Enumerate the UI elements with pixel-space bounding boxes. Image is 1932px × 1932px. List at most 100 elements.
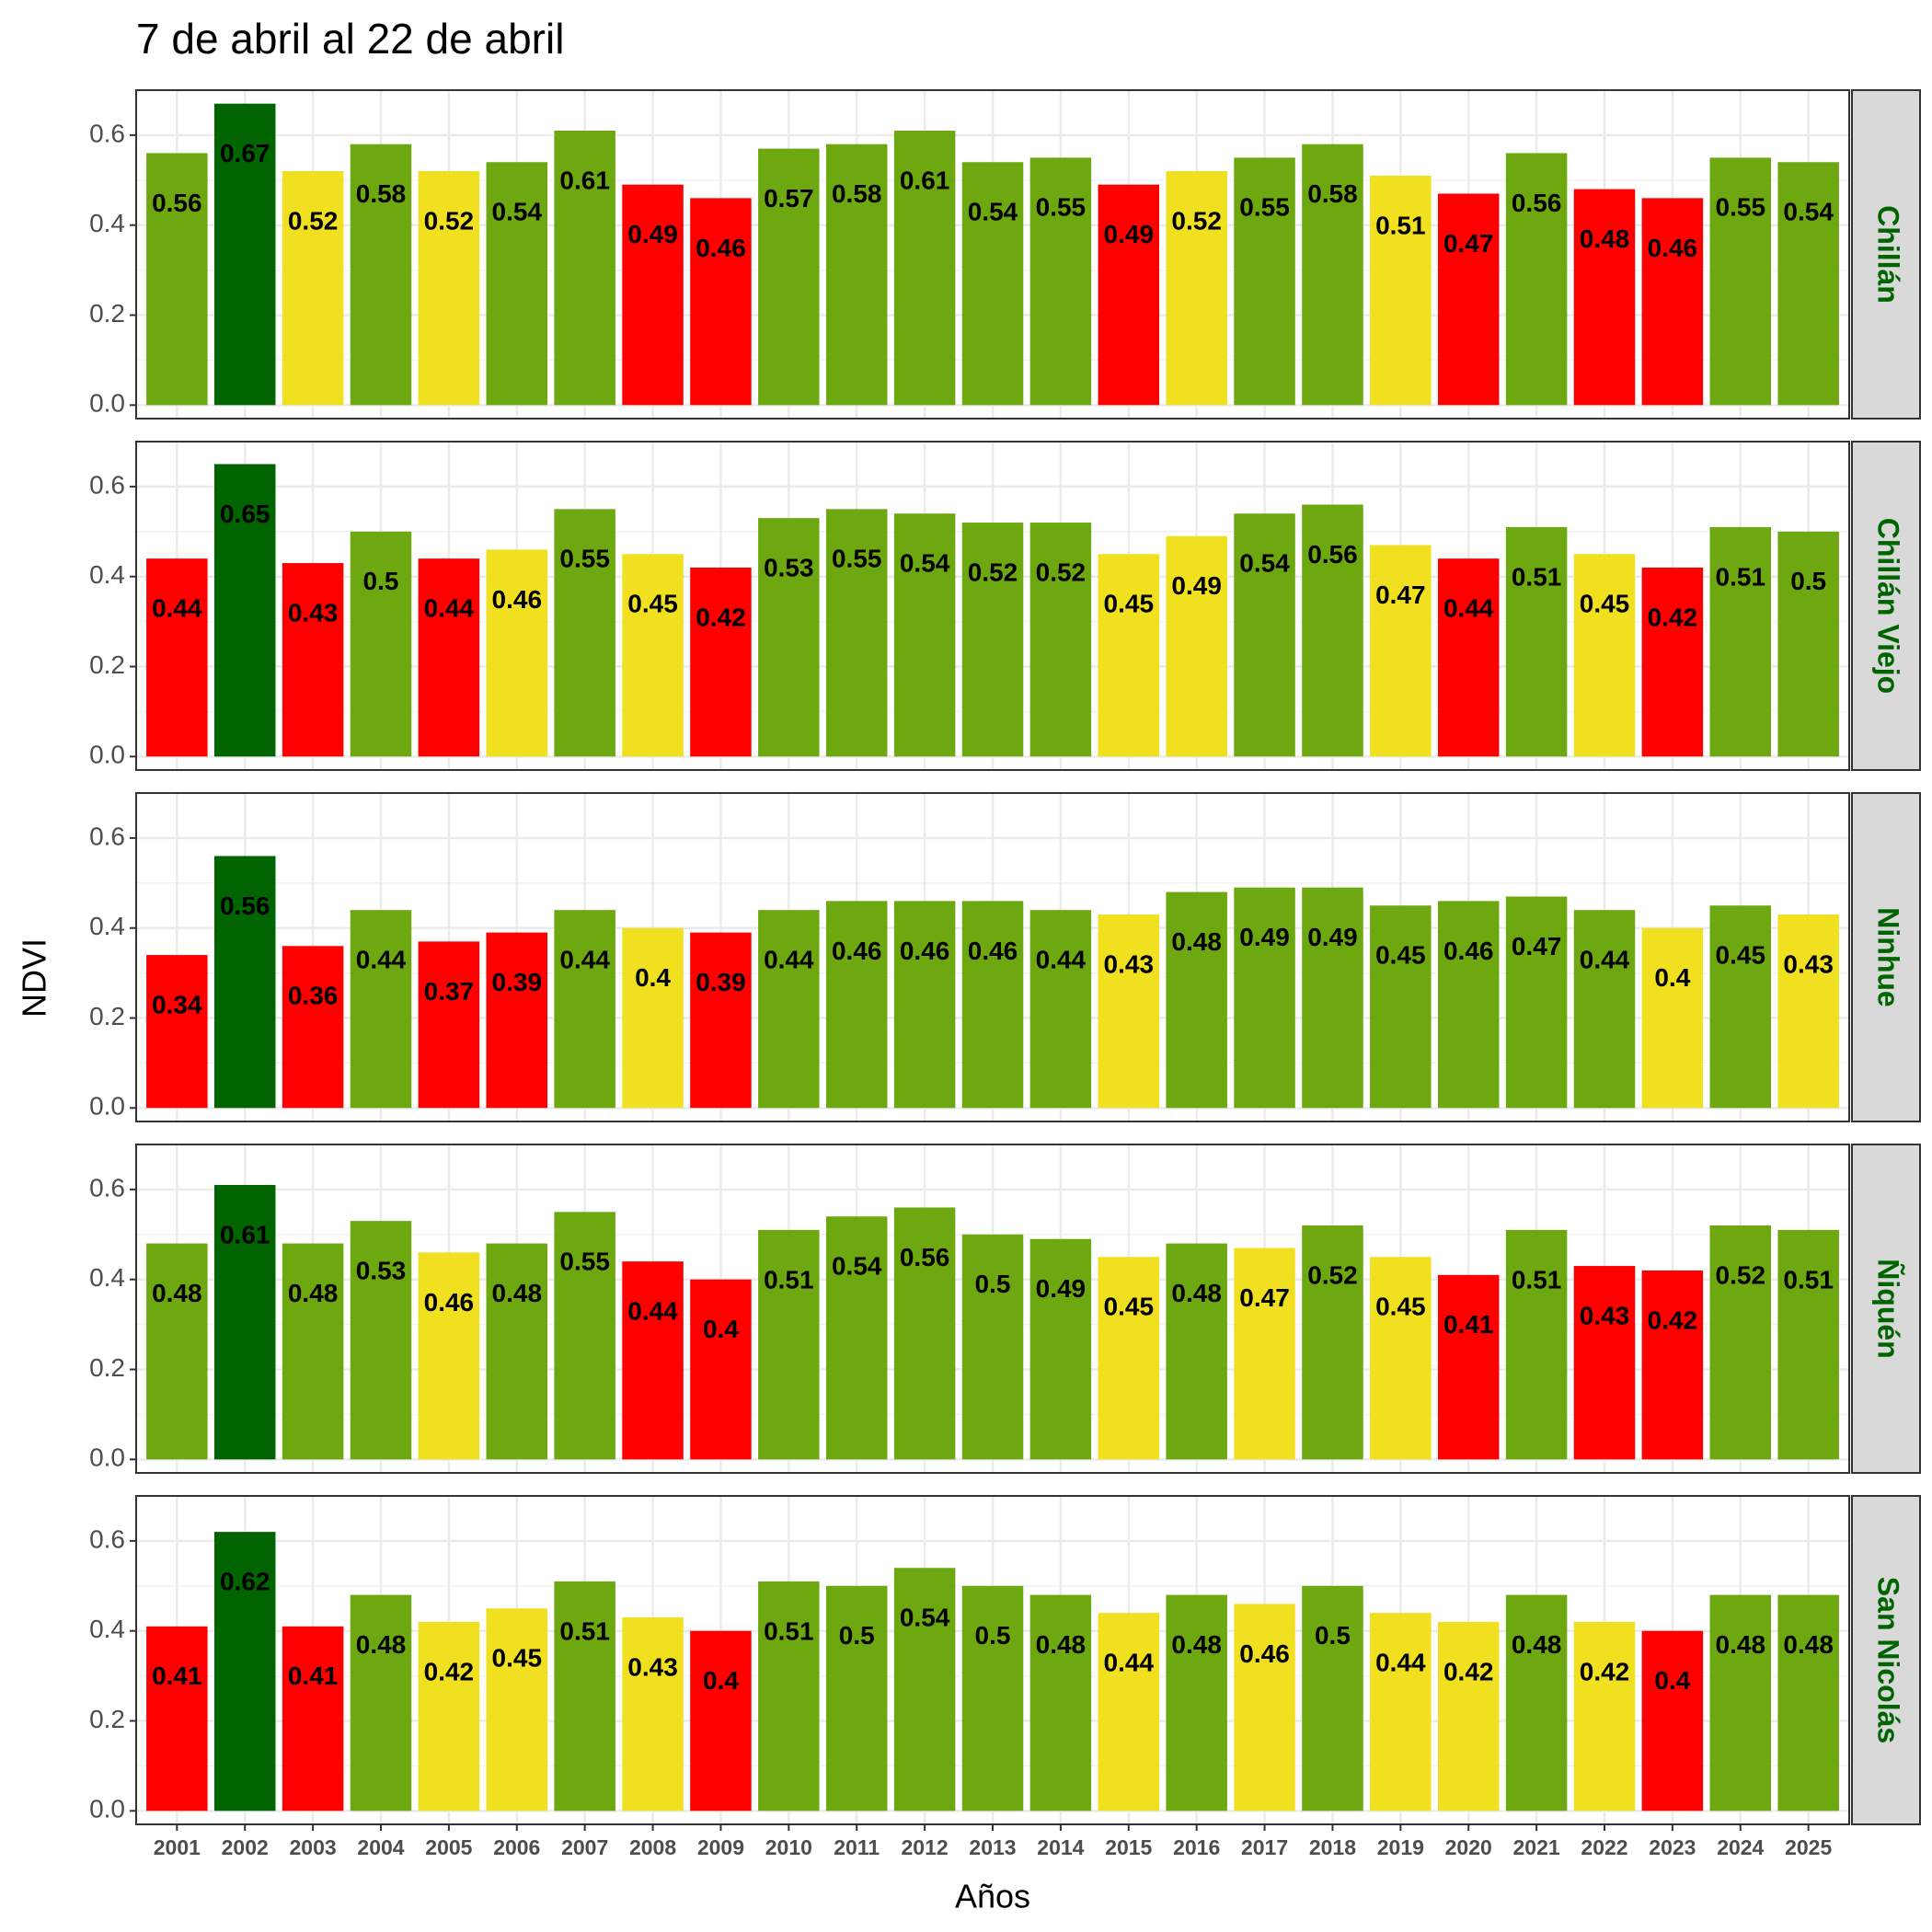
bar — [1302, 1585, 1363, 1811]
bar — [1302, 504, 1363, 757]
data-label: 0.49 — [1036, 1274, 1087, 1303]
data-label: 0.52 — [1307, 1260, 1358, 1289]
bar — [690, 567, 752, 757]
data-label: 0.42 — [1443, 1657, 1494, 1685]
bar — [1029, 157, 1092, 406]
bar — [758, 1229, 820, 1460]
data-label: 0.45 — [1375, 1293, 1426, 1321]
data-label: 0.56 — [900, 1243, 950, 1271]
panel-border — [135, 89, 1850, 420]
data-label: 0.51 — [764, 1265, 814, 1294]
y-tick-label: 0.4 — [89, 912, 125, 940]
data-label: 0.49 — [1171, 571, 1222, 600]
data-label: 0.61 — [559, 166, 610, 194]
data-label: 0.4 — [703, 1315, 739, 1343]
data-label: 0.4 — [1654, 963, 1690, 992]
x-tick-label: 2005 — [425, 1835, 472, 1859]
strip-label: Ñiquén — [1872, 1259, 1905, 1358]
data-label: 0.47 — [1239, 1283, 1290, 1312]
data-label: 0.45 — [1104, 590, 1155, 618]
bar — [1573, 1266, 1636, 1460]
data-label: 0.5 — [1790, 567, 1826, 595]
data-label: 0.41 — [288, 1662, 339, 1690]
bar — [1641, 567, 1704, 757]
bar — [1166, 171, 1227, 406]
bar — [622, 554, 684, 757]
x-tick-label: 2015 — [1105, 1835, 1152, 1859]
bar — [1166, 1594, 1227, 1811]
data-label: 0.48 — [152, 1279, 202, 1307]
chart-title: 7 de abril al 22 de abril — [136, 15, 564, 63]
data-label: 0.43 — [1783, 949, 1834, 978]
bar — [825, 901, 888, 1109]
data-label: 0.48 — [1783, 1630, 1834, 1659]
y-tick-label: 0.6 — [89, 1524, 125, 1553]
bar — [1709, 905, 1772, 1109]
data-label: 0.49 — [1104, 220, 1155, 248]
strip-label: Chillán — [1872, 205, 1905, 304]
bar — [554, 131, 615, 406]
data-label: 0.36 — [288, 982, 339, 1010]
bar — [1302, 144, 1363, 406]
x-tick-label: 2002 — [222, 1835, 269, 1859]
data-label: 0.4 — [1654, 1666, 1690, 1695]
data-label: 0.55 — [1036, 193, 1087, 222]
bar — [1098, 1613, 1160, 1811]
y-tick-label: 0.2 — [89, 1705, 125, 1733]
data-label: 0.46 — [1443, 937, 1494, 965]
bar — [486, 549, 548, 757]
bar — [1098, 184, 1160, 406]
data-label: 0.55 — [832, 545, 882, 573]
bar — [1370, 1613, 1432, 1811]
x-tick-label: 2018 — [1309, 1835, 1356, 1859]
x-tick-label: 2022 — [1581, 1835, 1627, 1859]
y-tick-label: 0.4 — [89, 560, 125, 589]
x-tick-label: 2013 — [969, 1835, 1016, 1859]
bar — [893, 1207, 956, 1460]
data-label: 0.43 — [288, 598, 339, 627]
strip — [1851, 792, 1921, 1122]
bar — [1505, 1594, 1568, 1811]
bar — [213, 1532, 276, 1811]
x-tick-label: 2021 — [1513, 1835, 1560, 1859]
data-label: 0.45 — [1580, 590, 1630, 618]
bar — [961, 1585, 1024, 1811]
data-label: 0.56 — [1307, 540, 1358, 569]
data-label: 0.52 — [1716, 1260, 1766, 1289]
bar — [1505, 1229, 1568, 1460]
data-label: 0.48 — [288, 1279, 339, 1307]
bar — [1370, 545, 1432, 757]
data-label: 0.52 — [968, 558, 1018, 586]
bar — [1709, 1594, 1772, 1811]
data-label: 0.46 — [968, 937, 1018, 965]
bar — [1234, 887, 1295, 1109]
y-tick-label: 0.0 — [89, 1092, 125, 1121]
data-label: 0.48 — [1580, 224, 1630, 253]
strip-label: Chillán Viejo — [1872, 518, 1905, 694]
data-label: 0.48 — [1171, 1279, 1222, 1307]
bar — [1029, 1238, 1092, 1460]
data-label: 0.43 — [1104, 949, 1155, 978]
bar — [690, 1279, 752, 1460]
bar — [554, 1581, 615, 1811]
x-tick-label: 2024 — [1717, 1835, 1764, 1859]
bar — [825, 1216, 888, 1460]
bar — [1234, 1248, 1295, 1460]
x-tick-label: 2020 — [1445, 1835, 1492, 1859]
bar — [1234, 513, 1295, 757]
bar — [146, 1626, 208, 1811]
data-label: 0.52 — [288, 206, 339, 235]
bar — [690, 1630, 752, 1811]
bar — [1029, 523, 1092, 757]
bar — [1370, 1257, 1432, 1460]
bar — [1029, 1594, 1092, 1811]
bar — [622, 1261, 684, 1460]
data-label: 0.44 — [152, 594, 202, 623]
data-label: 0.44 — [356, 946, 407, 974]
data-label: 0.54 — [832, 1252, 882, 1281]
bar — [282, 563, 344, 757]
data-label: 0.53 — [764, 554, 814, 582]
data-label: 0.54 — [492, 198, 543, 226]
x-tick-label: 2010 — [765, 1835, 812, 1859]
